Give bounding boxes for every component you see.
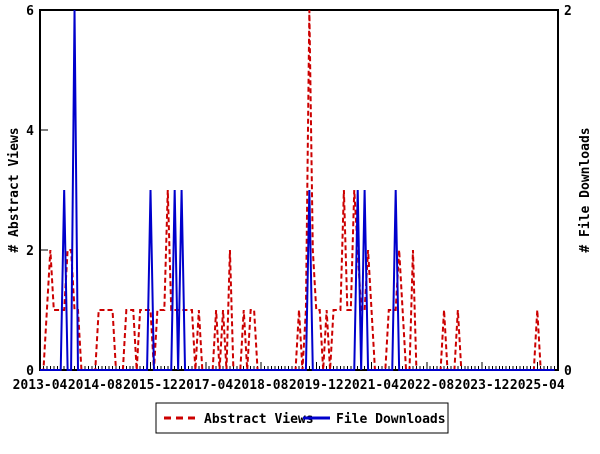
legend-box — [155, 402, 449, 434]
left-tick-label: 2 — [26, 244, 34, 259]
x-tick-label: 2025-04 — [510, 378, 565, 393]
left-tick-label: 4 — [26, 124, 34, 139]
legend-abstract-views-label: Abstract Views — [204, 412, 314, 427]
x-tick-label: 2017-04 — [178, 378, 233, 393]
x-tick-label: 2014-08 — [68, 378, 123, 393]
x-tick-label: 2013-04 — [13, 378, 68, 393]
legend: Abstract Views File Downloads — [155, 402, 449, 434]
right-tick-label: 0 — [564, 364, 572, 379]
series-line-file-downloads — [40, 9, 555, 371]
x-tick-label: 2022-08 — [399, 378, 454, 393]
data-series — [40, 9, 555, 371]
x-tick-label: 2019-12 — [289, 378, 344, 393]
x-tick-label: 2015-12 — [123, 378, 178, 393]
left-tick-label: 6 — [26, 4, 34, 19]
legend-file-downloads-label: File Downloads — [336, 412, 446, 427]
series-line-abstract-views — [40, 9, 555, 371]
axis-ticks: 2013-04 2014-08 2015-12 2017-04 2018-08 2019-… — [13, 4, 572, 393]
x-tick-label: 2023-12 — [455, 378, 510, 393]
right-axis-title: # File Downloads — [578, 127, 593, 252]
right-tick-label: 2 — [564, 4, 572, 19]
left-axis-title: # Abstract Views — [7, 127, 22, 252]
x-tick-label: 2021-04 — [344, 378, 399, 393]
left-tick-label: 0 — [26, 364, 34, 379]
x-tick-label: 2018-08 — [234, 378, 289, 393]
